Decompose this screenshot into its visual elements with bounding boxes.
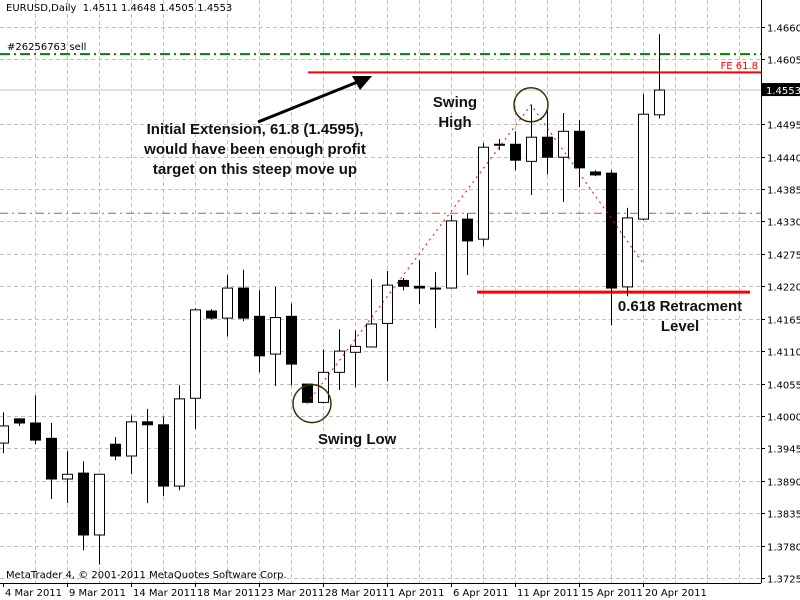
note-line: Swing: [432, 94, 478, 111]
ohlc-readout: 1.4511 1.4648 1.4505 1.4553: [82, 3, 233, 14]
order-label[interactable]: #26256763 sell: [7, 42, 87, 53]
x-tick-label: 14 Mar 2011: [133, 588, 196, 599]
y-tick-label: 1.4330: [767, 218, 800, 229]
note-line: target on this steep move up: [152, 161, 358, 178]
x-tick-label: 20 Apr 2011: [645, 588, 707, 599]
candle-body: [526, 136, 537, 162]
note-line: 0.618 Retracment: [617, 298, 743, 315]
level-lines: [0, 53, 761, 294]
y-tick-label: 1.4110: [767, 348, 800, 359]
candle-body: [14, 418, 25, 424]
candle-body: [222, 287, 233, 319]
x-tick-label: 11 Apr 2011: [517, 588, 579, 599]
candle-body: [366, 323, 377, 348]
copyright: MetaTrader 4, © 2001-2011 MetaQuotes Sof…: [6, 570, 287, 581]
y-tick-label: 1.4605: [767, 56, 800, 67]
x-tick-label: 9 Mar 2011: [69, 588, 126, 599]
note-line: Level: [660, 318, 700, 335]
y-tick-label: 1.3835: [767, 510, 800, 521]
symbol-period: EURUSD,Daily: [6, 3, 77, 14]
note-line: Initial Extension, 61.8 (1.4595),: [146, 121, 364, 138]
candle-body: [430, 287, 441, 290]
note-line: would have been enough profit: [144, 141, 366, 158]
candle-body: [558, 130, 569, 158]
candle-body: [334, 350, 345, 373]
candle-body: [0, 425, 9, 444]
candle-body: [206, 310, 217, 319]
candle-body: [238, 287, 249, 319]
candle-body: [494, 143, 505, 146]
y-tick-label: 1.4275: [767, 251, 800, 262]
candle-body: [590, 171, 601, 176]
candle-body: [46, 437, 57, 480]
swing-high-note: Swing High: [420, 93, 490, 133]
y-tick-label: 1.3780: [767, 543, 800, 554]
candle-body: [286, 315, 297, 365]
swing-low-note: Swing Low: [318, 431, 397, 448]
candle-body: [142, 421, 153, 426]
candle-body: [510, 143, 521, 161]
y-tick-label: 1.4495: [767, 121, 800, 132]
candle-body: [62, 473, 73, 480]
fibo-zigzag: [306, 103, 644, 404]
candle-body: [158, 424, 169, 487]
candle-body: [30, 422, 41, 441]
current-price-label: 1.4553: [766, 86, 800, 97]
candle-body: [350, 345, 361, 353]
x-tick-label: 6 Apr 2011: [453, 588, 508, 599]
candle-body: [78, 472, 89, 536]
x-tick-label: 1 Apr 2011: [389, 588, 444, 599]
candle-body: [174, 398, 185, 487]
candle-body: [446, 220, 457, 289]
note-line: High: [438, 114, 472, 131]
fe-label: FE 61.8: [720, 61, 758, 72]
chart-title: EURUSD,Daily 1.4511 1.4648 1.4505 1.4553: [6, 3, 232, 14]
extension-note: Initial Extension, 61.8 (1.4595), would …: [120, 120, 390, 180]
y-tick-label: 1.4220: [767, 283, 800, 294]
candle-body: [574, 130, 585, 169]
x-tick-label: 4 Mar 2011: [5, 588, 62, 599]
y-tick-label: 1.4000: [767, 413, 800, 424]
y-tick-label: 1.4385: [767, 186, 800, 197]
annotation-marks: [257, 76, 549, 424]
y-tick-label: 1.3725: [767, 575, 800, 586]
candle-body: [94, 473, 105, 536]
y-tick-label: 1.4660: [767, 24, 800, 35]
candle-body: [638, 113, 649, 220]
swing-high-circle: [513, 87, 549, 123]
y-tick-label: 1.3945: [767, 445, 800, 456]
candle-body: [478, 146, 489, 240]
current-price-box: [762, 83, 800, 97]
retracement-note: 0.618 Retracment Level: [605, 297, 755, 337]
y-tick-label: 1.4440: [767, 154, 800, 165]
swing-low-circle: [292, 383, 332, 424]
x-tick-label: 28 Mar 2011: [325, 588, 388, 599]
fibo-expansion: [306, 103, 644, 404]
candle-body: [542, 136, 553, 158]
candle-body: [654, 89, 665, 116]
x-tick-label: 18 Mar 2011: [197, 588, 260, 599]
candle-body: [110, 443, 121, 457]
arrow-head-icon: [352, 76, 372, 90]
x-tick-label: 23 Mar 2011: [261, 588, 324, 599]
candle-body: [318, 371, 329, 403]
candle-body: [254, 315, 265, 357]
x-tick-label: 15 Apr 2011: [581, 588, 643, 599]
y-tick-label: 1.4165: [767, 316, 800, 327]
candle-body: [462, 218, 473, 242]
candles: [0, 34, 665, 565]
y-tick-label: 1.4055: [767, 381, 800, 392]
candle-body: [606, 172, 617, 289]
candle-body: [270, 317, 281, 355]
candle-body: [126, 421, 137, 457]
y-tick-label: 1.3890: [767, 478, 800, 489]
candle-body: [382, 284, 393, 324]
candle-body: [414, 285, 425, 289]
candle-body: [398, 279, 409, 287]
arrow-shaft: [257, 79, 361, 124]
candle-body: [190, 309, 201, 399]
candle-body: [622, 217, 633, 288]
